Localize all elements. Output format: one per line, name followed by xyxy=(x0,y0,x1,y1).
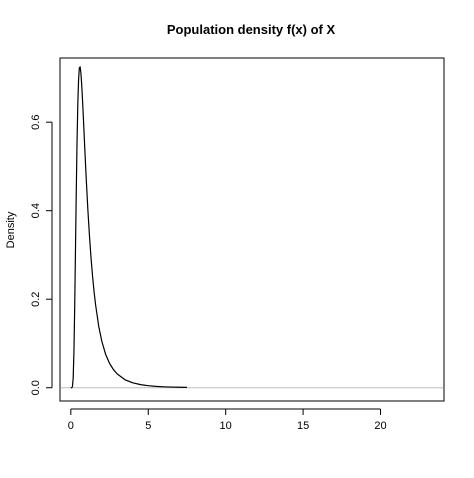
x-tick-label: 0 xyxy=(68,420,74,432)
y-tick-label: 0.6 xyxy=(30,115,42,130)
density-curve xyxy=(70,66,187,389)
x-tick-label: 15 xyxy=(297,420,309,432)
y-axis-label: Density xyxy=(5,211,17,248)
series-layer xyxy=(70,66,187,389)
x-tick-label: 10 xyxy=(220,420,232,432)
y-tick-label: 0.0 xyxy=(30,380,42,395)
x-tick-label: 20 xyxy=(374,420,386,432)
axes: 0 5 10 15 20 0.0 0.2 0.4 0.6 xyxy=(30,115,387,432)
x-tick-label: 5 xyxy=(145,420,151,432)
y-tick-label: 0.4 xyxy=(30,203,42,218)
y-tick-label: 0.2 xyxy=(30,292,42,307)
plot-frame xyxy=(59,57,445,402)
chart-title: Population density f(x) of X xyxy=(167,22,336,37)
